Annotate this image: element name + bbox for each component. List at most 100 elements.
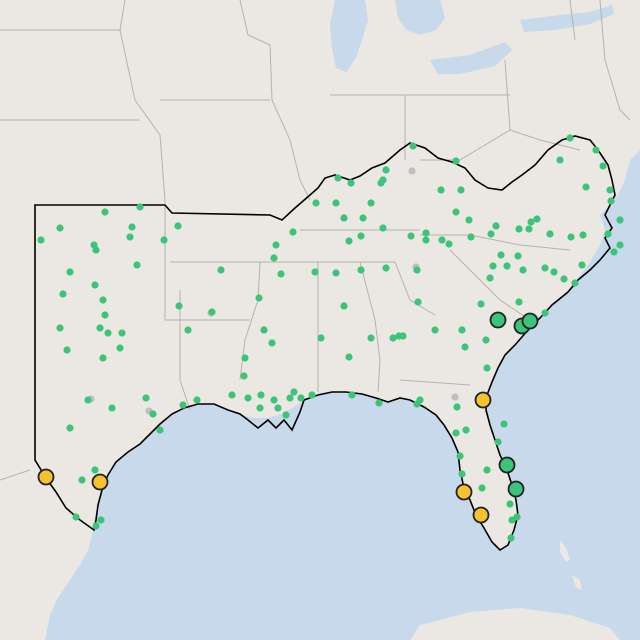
gray-station-dot xyxy=(451,393,459,401)
yellow-highlight-marker[interactable] xyxy=(91,473,109,491)
green-station-dot xyxy=(500,420,508,428)
green-station-dot xyxy=(389,334,397,342)
green-station-dot xyxy=(59,290,67,298)
green-station-dot xyxy=(465,216,473,224)
green-station-dot xyxy=(566,134,574,142)
green-station-dot xyxy=(515,298,523,306)
green-station-dot xyxy=(492,222,500,230)
green-station-dot xyxy=(367,199,375,207)
green-station-dot xyxy=(533,215,541,223)
green-station-dot xyxy=(458,470,466,478)
green-station-dot xyxy=(179,401,187,409)
green-station-dot xyxy=(108,404,116,412)
green-highlight-marker[interactable] xyxy=(489,311,507,329)
green-station-dot xyxy=(241,354,249,362)
green-station-dot xyxy=(487,230,495,238)
green-station-dot xyxy=(606,186,614,194)
green-station-dot xyxy=(118,329,126,337)
green-station-dot xyxy=(340,214,348,222)
lake-erie xyxy=(430,42,512,74)
green-station-dot xyxy=(133,261,141,269)
green-station-dot xyxy=(268,339,276,347)
green-station-dot xyxy=(334,174,342,182)
green-station-dot xyxy=(616,216,624,224)
green-station-dot xyxy=(91,281,99,289)
green-station-dot xyxy=(332,269,340,277)
green-station-dot xyxy=(414,298,422,306)
green-station-dot xyxy=(519,266,527,274)
green-station-dot xyxy=(556,156,564,164)
green-station-dot xyxy=(84,396,92,404)
green-station-dot xyxy=(527,218,535,226)
green-station-dot xyxy=(244,394,252,402)
green-station-dot xyxy=(582,183,590,191)
green-station-dot xyxy=(66,268,74,276)
green-station-dot xyxy=(104,329,112,337)
green-station-dot xyxy=(409,142,417,150)
green-station-dot xyxy=(126,233,134,241)
green-station-dot xyxy=(422,236,430,244)
green-station-dot xyxy=(136,203,144,211)
green-highlight-marker[interactable] xyxy=(507,480,525,498)
yellow-highlight-marker[interactable] xyxy=(37,468,55,486)
cuba-land xyxy=(410,608,620,640)
bahamas-land xyxy=(560,540,582,590)
lake-huron xyxy=(395,0,445,35)
green-station-dot xyxy=(399,332,407,340)
green-station-dot xyxy=(311,268,319,276)
green-station-dot xyxy=(616,241,624,249)
green-station-dot xyxy=(290,388,298,396)
green-station-dot xyxy=(456,452,464,460)
green-station-dot xyxy=(72,513,80,521)
green-station-dot xyxy=(56,224,64,232)
green-station-dot xyxy=(345,353,353,361)
green-station-dot xyxy=(228,391,236,399)
green-station-dot xyxy=(116,344,124,352)
green-station-dot xyxy=(515,225,523,233)
station-points xyxy=(37,134,624,542)
green-station-dot xyxy=(497,251,505,259)
green-station-dot xyxy=(175,302,183,310)
green-station-dot xyxy=(407,232,415,240)
mexico-land xyxy=(0,600,50,640)
gray-station-dot xyxy=(408,167,416,175)
green-station-dot xyxy=(507,534,515,542)
green-station-dot xyxy=(272,241,280,249)
green-station-dot xyxy=(494,438,502,446)
green-station-dot xyxy=(379,224,387,232)
green-station-dot xyxy=(289,228,297,236)
green-station-dot xyxy=(348,391,356,399)
green-station-dot xyxy=(359,214,367,222)
green-highlight-marker[interactable] xyxy=(521,312,539,330)
green-station-dot xyxy=(297,394,305,402)
green-station-dot xyxy=(91,466,99,474)
green-station-dot xyxy=(255,294,263,302)
green-station-dot xyxy=(416,396,424,404)
green-station-dot xyxy=(128,223,136,231)
green-station-dot xyxy=(514,252,522,260)
green-station-dot xyxy=(184,326,192,334)
green-station-dot xyxy=(282,411,290,419)
green-station-dot xyxy=(604,230,612,238)
green-station-dot xyxy=(506,500,514,508)
green-highlight-marker[interactable] xyxy=(498,456,516,474)
green-station-dot xyxy=(66,424,74,432)
yellow-highlight-marker[interactable] xyxy=(472,506,490,524)
green-station-dot xyxy=(78,476,86,484)
green-station-dot xyxy=(578,261,586,269)
green-station-dot xyxy=(453,403,461,411)
green-station-dot xyxy=(452,208,460,216)
green-station-dot xyxy=(546,230,554,238)
green-station-dot xyxy=(286,394,294,402)
green-station-dot xyxy=(340,302,348,310)
green-station-dot xyxy=(567,233,575,241)
green-station-dot xyxy=(217,266,225,274)
yellow-highlight-marker[interactable] xyxy=(474,391,492,409)
green-station-dot xyxy=(382,264,390,272)
lake-ontario xyxy=(520,5,614,32)
green-station-dot xyxy=(571,279,579,287)
yellow-highlight-marker[interactable] xyxy=(455,483,473,501)
